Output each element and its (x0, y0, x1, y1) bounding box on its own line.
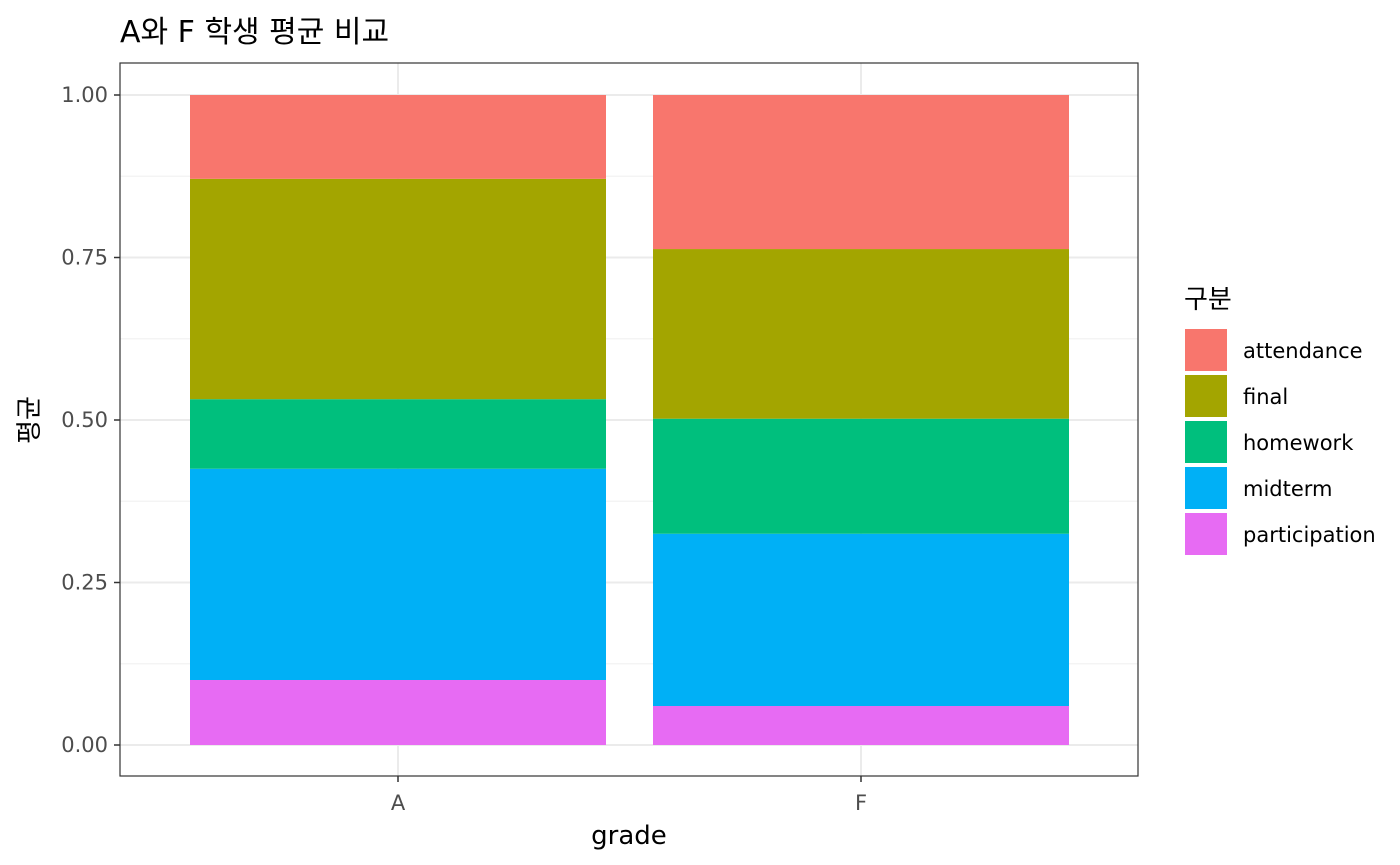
bar-segment-A-homework (190, 399, 606, 469)
y-tick-label: 0.50 (61, 408, 108, 432)
legend: attendance final homework midterm participat… (1183, 327, 1376, 557)
legend-label-homework: homework (1243, 431, 1354, 455)
y-tick-label: 0.25 (61, 571, 108, 595)
legend-key-participation (1183, 511, 1229, 557)
y-axis-title: 평균 (15, 396, 45, 444)
bars (190, 95, 1069, 745)
bar-segment-F-participation (653, 706, 1069, 745)
y-axis: 0.00 0.25 0.50 0.75 1.00 (61, 83, 120, 757)
y-tick-label: 1.00 (61, 83, 108, 107)
legend-label-participation: participation (1243, 523, 1376, 547)
bar-segment-A-midterm (190, 468, 606, 680)
legend-key-midterm (1183, 465, 1229, 511)
legend-key-homework (1183, 419, 1229, 465)
x-axis-title: grade (591, 821, 667, 851)
bar-segment-A-final (190, 178, 606, 400)
bar-segment-F-final (653, 249, 1069, 419)
legend-label-midterm: midterm (1243, 477, 1333, 501)
legend-label-attendance: attendance (1243, 339, 1363, 363)
bar-segment-F-homework (653, 418, 1069, 534)
y-tick-label: 0.75 (61, 246, 108, 270)
legend-key-final (1183, 373, 1229, 419)
y-tick-label: 0.00 (61, 733, 108, 757)
legend-title: 구분 (1184, 285, 1232, 315)
bar-segment-A-participation (190, 680, 606, 745)
bar-segment-A-attendance (190, 95, 606, 179)
legend-key-attendance (1183, 327, 1229, 373)
bar-segment-F-midterm (653, 533, 1069, 706)
bar-segment-F-attendance (653, 95, 1069, 250)
x-tick-label: F (855, 791, 867, 815)
x-tick-label: A (391, 791, 406, 815)
chart-title: A와 F 학생 평균 비교 (120, 15, 389, 50)
legend-label-final: final (1243, 385, 1288, 409)
